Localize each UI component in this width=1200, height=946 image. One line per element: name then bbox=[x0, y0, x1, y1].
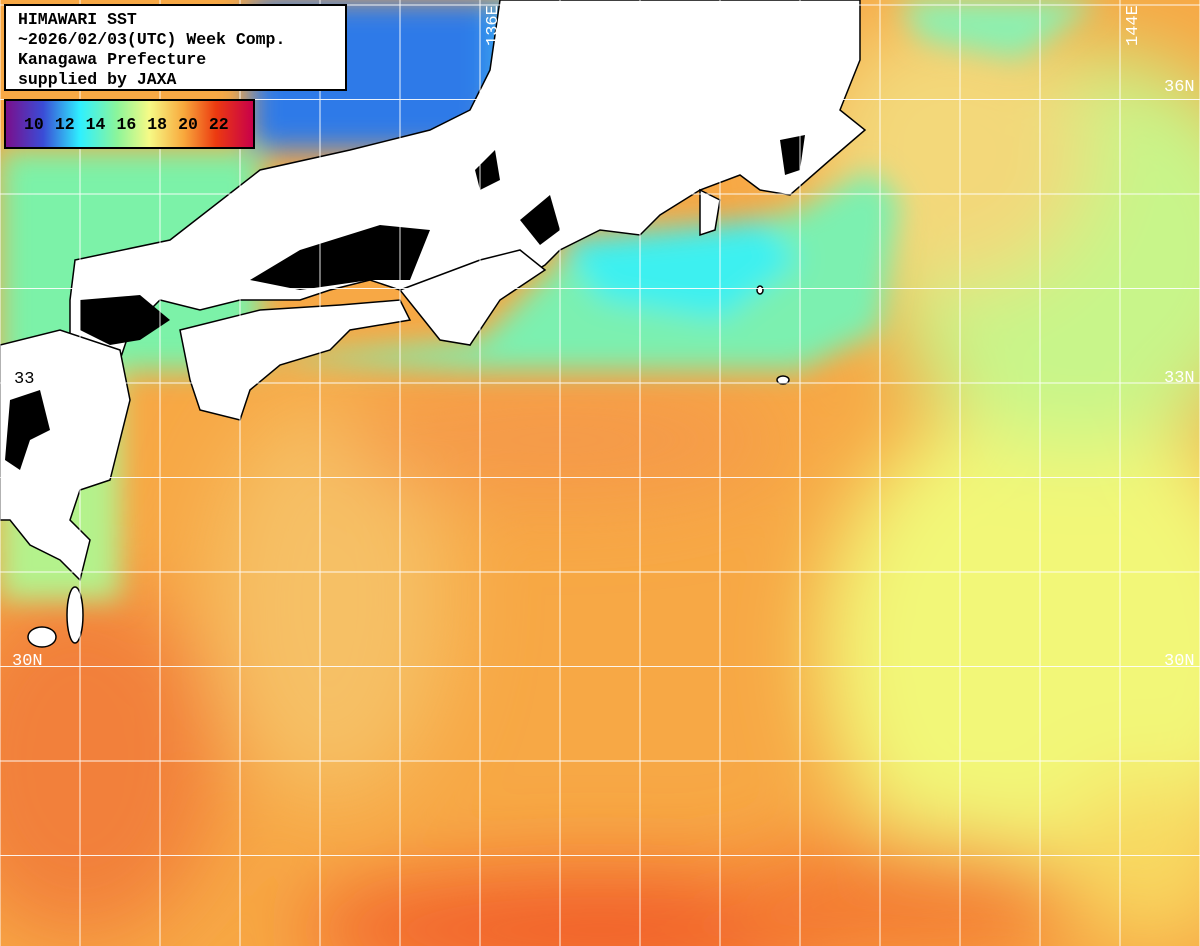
lon-label-136e: 136E bbox=[484, 5, 503, 46]
land-yakushima bbox=[27, 626, 57, 648]
legend-label-12: 12 bbox=[54, 114, 75, 134]
legend-label-10: 10 bbox=[24, 114, 44, 134]
lat-label-33-left: 33 bbox=[14, 370, 35, 389]
legend-label-20: 20 bbox=[178, 114, 198, 134]
legend-label-22: 22 bbox=[208, 114, 229, 134]
lat-label-36n: 36N bbox=[1164, 78, 1195, 97]
title-box: HIMAWARI SST ~2026/02/03(UTC) Week Comp.… bbox=[4, 4, 347, 91]
title-line-product: HIMAWARI SST bbox=[18, 10, 137, 29]
legend-label-16: 16 bbox=[116, 114, 137, 134]
title-line-org: Kanagawa Prefecture bbox=[18, 50, 207, 69]
lat-label-30n-left: 30N bbox=[12, 652, 43, 671]
lon-label-144e: 144E bbox=[1124, 5, 1143, 46]
inland-seas bbox=[5, 135, 805, 470]
lat-label-30n-right: 30N bbox=[1164, 652, 1195, 671]
lat-label-33n: 33N bbox=[1164, 369, 1195, 388]
legend-label-14: 14 bbox=[85, 114, 106, 134]
land-shikoku bbox=[179, 299, 412, 421]
title-line-source: supplied by JAXA bbox=[18, 70, 177, 89]
land-tanegashima bbox=[66, 586, 84, 644]
color-scale-legend: 10 12 14 16 18 20 22 bbox=[4, 99, 255, 149]
title-line-date: ~2026/02/03(UTC) Week Comp. bbox=[18, 30, 286, 49]
legend-label-18: 18 bbox=[147, 114, 168, 134]
land-izu-boso bbox=[699, 188, 721, 237]
land-kii-peninsula bbox=[398, 249, 547, 346]
